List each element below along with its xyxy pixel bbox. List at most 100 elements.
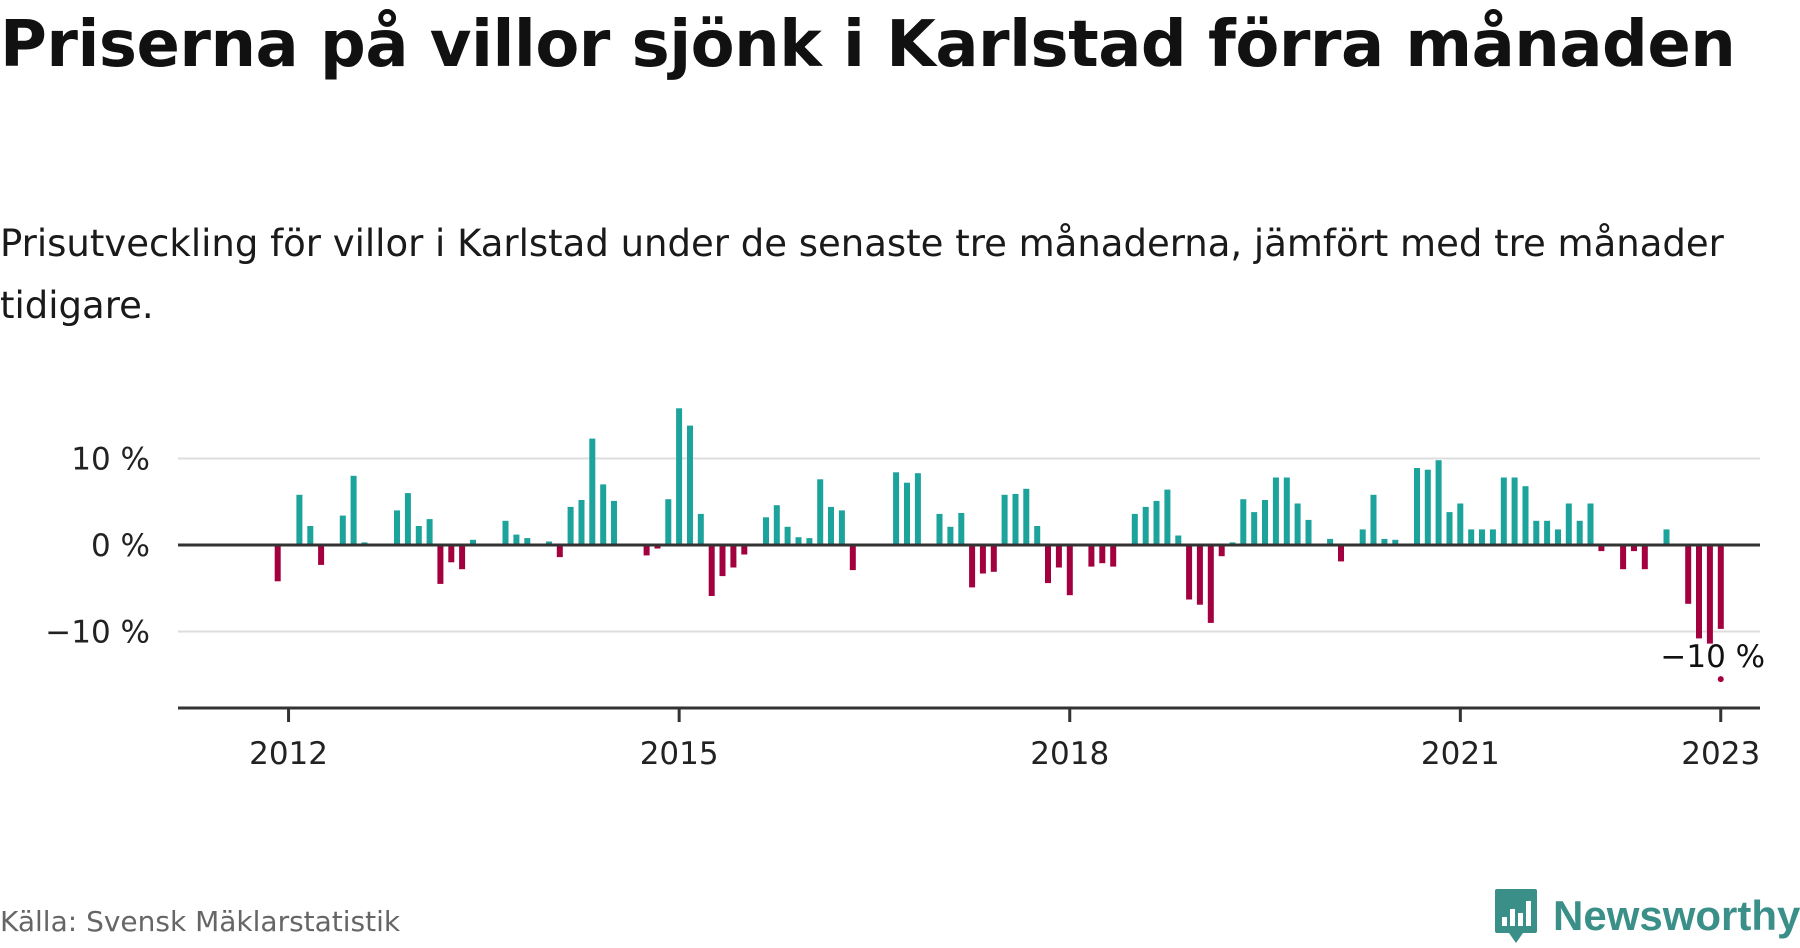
bar: [1099, 545, 1106, 564]
bar: [1565, 503, 1572, 545]
bars: [274, 408, 1724, 683]
bar: [719, 545, 726, 577]
bar: [1186, 545, 1193, 600]
annotation-marker: [1717, 676, 1724, 683]
chart-title: Priserna på villor sjönk i Karlstad förr…: [0, 8, 1736, 82]
bar: [838, 510, 845, 545]
bar: [1576, 520, 1583, 545]
bar: [1196, 545, 1203, 605]
bar: [1424, 469, 1431, 545]
bar: [1283, 477, 1290, 545]
bar: [1555, 529, 1561, 545]
bar: [969, 545, 976, 588]
bar: [394, 510, 400, 545]
bar: [1055, 545, 1062, 568]
bar: [1338, 545, 1344, 562]
bar: [274, 545, 281, 582]
bar: [1435, 460, 1442, 545]
x-tick-label: 2018: [1030, 736, 1109, 770]
bar: [1305, 519, 1312, 545]
bar: [914, 473, 921, 545]
brand-name: Newsworthy: [1553, 892, 1800, 939]
bar: [600, 484, 607, 545]
bar: [936, 513, 943, 545]
bar: [307, 526, 314, 545]
newsworthy-logo[interactable]: Newsworthy: [1493, 886, 1800, 946]
bar: [1240, 499, 1247, 545]
bar: [1272, 477, 1279, 545]
bar: [1414, 468, 1420, 545]
bar: [708, 545, 715, 596]
bar: [1001, 494, 1008, 545]
bar: [1153, 500, 1160, 545]
bar: [1544, 520, 1551, 545]
bar: [654, 545, 661, 549]
bar: [296, 494, 303, 545]
annotation-label: −10 %: [1660, 639, 1765, 675]
bar: [643, 545, 650, 556]
bar: [1706, 545, 1713, 644]
bar: [556, 545, 563, 558]
bar: [578, 500, 585, 545]
bar: [1034, 526, 1041, 545]
x-tick-label: 2021: [1421, 736, 1500, 770]
bar: [1262, 500, 1268, 545]
bar: [1294, 503, 1301, 545]
bar: [904, 482, 910, 545]
bar: [459, 545, 466, 570]
bar: [1500, 477, 1507, 545]
bar: [448, 545, 455, 563]
bar: [763, 517, 769, 545]
bar: [513, 534, 520, 545]
bar: [339, 515, 346, 545]
newsworthy-logo-icon: [1495, 889, 1537, 943]
bar: [1533, 520, 1540, 545]
bar: [546, 541, 552, 545]
bar: [1012, 494, 1019, 545]
bar: [1511, 477, 1518, 545]
bar: [1218, 545, 1225, 557]
bar: [1392, 539, 1399, 545]
bar: [1468, 529, 1475, 545]
bar: [404, 493, 411, 545]
bar: [589, 438, 596, 545]
bar: [1327, 538, 1334, 545]
bar: [1717, 545, 1724, 629]
bar: [1489, 529, 1496, 545]
bar: [697, 513, 704, 545]
gridlines: [178, 457, 1760, 633]
bar: [1696, 545, 1702, 639]
bar: [893, 472, 900, 545]
bar: [806, 538, 813, 545]
bar: [524, 538, 531, 545]
bar: [1359, 529, 1366, 545]
x-tick-label: 2012: [249, 736, 328, 770]
bar: [1023, 488, 1030, 545]
axes: [178, 543, 1760, 722]
bar: [1142, 506, 1149, 545]
bar: [415, 526, 422, 545]
axis-labels: 10 % 0 % −10 % 2012 2015 2018 2021 2023 −10 %: [45, 442, 1765, 771]
bar: [1522, 486, 1529, 545]
bar-chart: 10 % 0 % −10 % 2012 2015 2018 2021 2023 −10 %: [45, 408, 1765, 771]
bar: [1110, 545, 1117, 567]
bar: [828, 506, 834, 545]
y-tick-label: 10 %: [71, 442, 150, 478]
bar: [849, 545, 856, 571]
bar: [1631, 545, 1637, 552]
bar: [1131, 513, 1138, 545]
x-tick-label: 2015: [640, 736, 719, 770]
bar: [730, 545, 737, 568]
y-tick-label: 0 %: [91, 528, 150, 564]
bar: [1598, 545, 1605, 552]
bar: [687, 425, 693, 545]
bar: [1620, 545, 1627, 570]
bar: [1088, 545, 1095, 567]
bar: [676, 408, 683, 545]
x-tick-label: 2023: [1681, 736, 1760, 770]
bar: [502, 520, 509, 545]
bar: [437, 545, 444, 584]
bar: [990, 545, 997, 572]
bar: [1381, 538, 1388, 545]
bar: [318, 545, 325, 565]
